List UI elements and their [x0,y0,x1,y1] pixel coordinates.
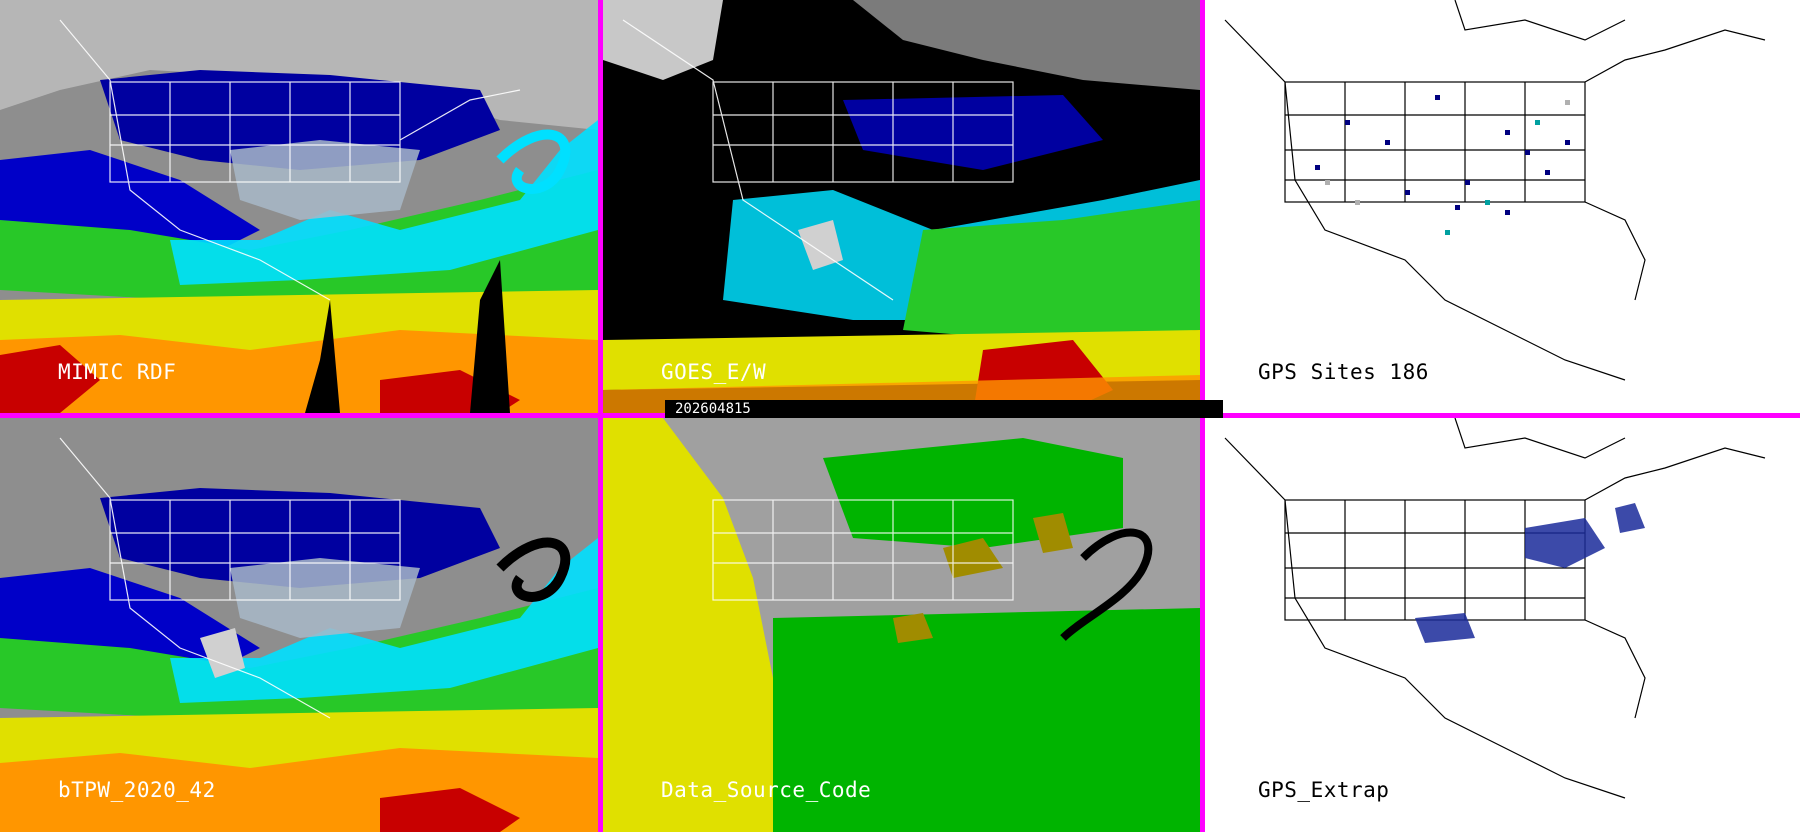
source-code-map [603,418,1200,832]
timestamp-bar: 202604815 [665,400,1223,418]
tpw-map-goes [603,0,1200,413]
panel-label-data-source: Data_Source_Code [661,778,872,802]
panel-label-gps-sites: GPS Sites 186 [1258,360,1429,384]
map-panel-mimic-rdf: MIMIC RDF [0,0,598,413]
tpw-map-btpw [0,418,598,832]
tpw-map-mimic [0,0,598,413]
panel-label-mimic: MIMIC RDF [58,360,177,384]
panel-label-goes: GOES_E/W [661,360,767,384]
gps-site-markers [1315,95,1570,215]
map-panel-gps-extrap: GPS_Extrap [1205,418,1800,832]
outline-map-gps-sites [1224,0,1766,381]
map-panel-goes: GOES_E/W [603,0,1200,413]
outline-map-gps-extrap [1224,418,1766,799]
panel-label-btpw: bTPW_2020_42 [58,778,216,802]
map-panel-btpw: bTPW_2020_42 [0,418,598,832]
panel-label-gps-extrap: GPS_Extrap [1258,778,1390,802]
map-panel-gps-sites: GPS Sites 186 [1205,0,1800,413]
divider-vertical-right [1200,0,1205,418]
divider-vertical-right-lower [1200,418,1205,832]
map-panel-data-source: Data_Source_Code [603,418,1200,832]
